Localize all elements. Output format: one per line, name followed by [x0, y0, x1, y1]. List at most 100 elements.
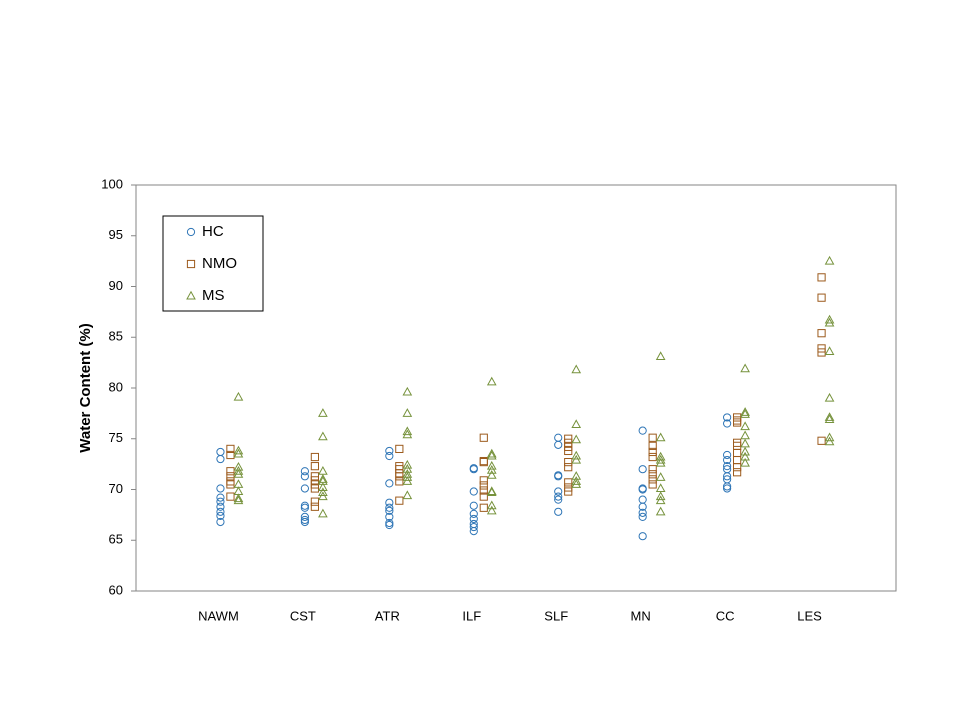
point [310, 497, 319, 506]
point [310, 462, 319, 471]
point [638, 502, 647, 511]
point [300, 484, 309, 493]
point [564, 487, 573, 496]
point [469, 522, 478, 532]
point [824, 432, 835, 442]
point [648, 447, 657, 457]
point [740, 430, 750, 440]
y-tick-label: 85 [109, 329, 123, 344]
legend-label: MS [202, 287, 225, 304]
point [318, 408, 328, 417]
point [740, 409, 750, 418]
point [226, 450, 235, 460]
point [233, 466, 244, 475]
point [226, 467, 235, 476]
point [723, 472, 732, 481]
y-tick-label: 60 [109, 582, 123, 597]
point [740, 446, 750, 456]
point [733, 448, 742, 458]
point [571, 450, 582, 460]
point [395, 496, 404, 505]
point [733, 441, 742, 450]
point [638, 426, 647, 435]
point [385, 503, 394, 512]
point [554, 492, 563, 501]
point [310, 502, 319, 511]
point [824, 436, 835, 446]
y-axis-label: Water Content (%) [77, 323, 94, 452]
point [300, 501, 309, 510]
point [318, 508, 328, 518]
point [571, 419, 582, 429]
point [479, 457, 488, 467]
x-tick-label: CST [290, 608, 316, 623]
point [655, 491, 666, 501]
y-tick-label: 75 [109, 430, 123, 445]
point [648, 433, 657, 442]
point [824, 392, 835, 402]
point [564, 446, 573, 456]
point [233, 469, 244, 478]
point [226, 444, 235, 453]
y-tick-label: 65 [109, 532, 123, 547]
point [486, 470, 497, 479]
point [571, 364, 582, 374]
point [824, 346, 835, 355]
point [300, 472, 309, 481]
point [486, 464, 497, 474]
point [554, 495, 563, 504]
point [402, 429, 413, 439]
point [318, 476, 328, 485]
point [733, 438, 742, 447]
point [648, 441, 657, 450]
point [395, 462, 404, 471]
point [817, 293, 826, 302]
x-tick-label: SLF [544, 608, 568, 623]
point [571, 471, 582, 480]
point [817, 273, 826, 282]
point [385, 498, 394, 507]
point [554, 433, 563, 442]
point [216, 507, 225, 516]
point [479, 476, 488, 485]
point [300, 515, 309, 525]
point [564, 463, 573, 472]
point [395, 444, 404, 453]
point [310, 452, 319, 462]
point [564, 478, 573, 487]
point [233, 448, 244, 458]
point [479, 492, 488, 501]
point [233, 495, 244, 505]
point [638, 495, 647, 504]
point [385, 451, 394, 461]
point [648, 452, 657, 462]
point [385, 479, 394, 488]
point [655, 506, 666, 516]
point [817, 348, 826, 357]
point [723, 482, 732, 491]
point [226, 480, 235, 489]
y-tick-label: 80 [109, 379, 123, 394]
point [571, 454, 582, 464]
point [486, 460, 497, 470]
point [318, 466, 328, 475]
x-tick-label: CC [716, 608, 735, 623]
y-tick-label: 70 [109, 481, 123, 496]
y-tick-label: 100 [101, 176, 123, 191]
point [723, 419, 732, 428]
point [486, 450, 497, 460]
point [564, 457, 573, 467]
point [469, 509, 478, 518]
legend-label: NMO [202, 255, 237, 272]
point [402, 490, 413, 500]
point [385, 520, 394, 530]
point [733, 418, 742, 427]
point [469, 465, 478, 474]
point [216, 454, 225, 464]
point [824, 414, 835, 423]
point [216, 493, 225, 502]
point [216, 511, 225, 520]
y-tick-label: 90 [109, 278, 123, 293]
point [300, 503, 309, 512]
point [817, 436, 826, 445]
